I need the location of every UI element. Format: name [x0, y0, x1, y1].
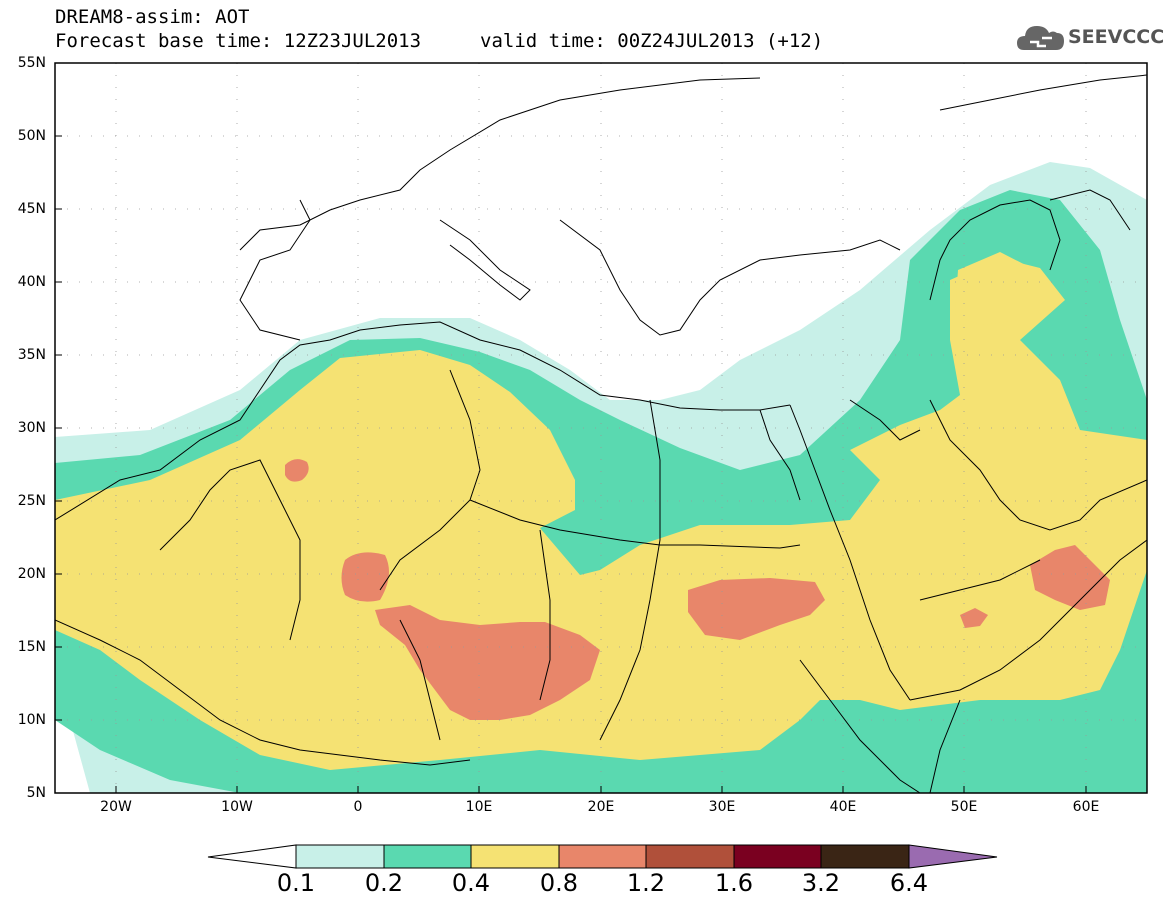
logo-text: SEEVCCC [1068, 26, 1165, 48]
lat-label: 45N [17, 201, 46, 217]
aot-band-0.8-f [960, 608, 988, 628]
colorbar-segment-7 [820, 844, 910, 869]
header-line-1: DREAM8-assim: AOT [55, 6, 250, 28]
aot-band-0.8-e [1030, 545, 1110, 610]
colorbar-low-arrow [207, 844, 297, 869]
colorbar-label: 0.4 [451, 869, 491, 897]
colorbar-label: 0.2 [364, 869, 404, 897]
lat-label: 55N [17, 55, 46, 71]
colorbar-label: 6.4 [889, 869, 929, 897]
lat-label: 10N [17, 712, 46, 728]
colorbar-segment-2 [383, 844, 472, 869]
colorbar-segment-5 [645, 844, 735, 869]
lat-label: 30N [17, 420, 46, 436]
aot-band-0.8-c [375, 605, 600, 720]
lat-label: 5N [26, 785, 46, 801]
colorbar-label: 0.1 [276, 869, 316, 897]
aot-band-0.8-d [688, 578, 825, 640]
lat-label: 50N [17, 128, 46, 144]
aot-band-0.8-b [341, 552, 389, 602]
lat-label: 20N [17, 566, 46, 582]
lon-label: 30E [708, 799, 736, 815]
lon-label: 0 [353, 799, 363, 815]
aot-band-0.8-a [285, 459, 309, 482]
lat-label: 35N [17, 347, 46, 363]
header-line-2: Forecast base time: 12Z23JUL2013 [55, 30, 422, 52]
lon-label: 10W [221, 799, 253, 815]
axis-ticks [55, 135, 1087, 793]
colorbar-segment-4 [558, 844, 647, 869]
colorbar-segment-6 [733, 844, 822, 869]
lon-label: 20W [100, 799, 132, 815]
lon-label: 50E [950, 799, 978, 815]
lon-label: 40E [829, 799, 857, 815]
colorbar-segment-3 [470, 844, 560, 869]
colorbar [207, 844, 998, 869]
colorbar-label: 1.6 [714, 869, 754, 897]
lat-label: 40N [17, 274, 46, 290]
aot-band-0.4-caspian [955, 252, 1062, 325]
lat-label: 25N [17, 493, 46, 509]
seevccc-logo: SEEVCCC [1016, 20, 1164, 56]
colorbar-label: 1.2 [626, 869, 666, 897]
cloud-icon [1017, 26, 1064, 50]
coastlines [55, 74, 1147, 793]
lat-label: 15N [17, 639, 46, 655]
lon-label: 60E [1072, 799, 1100, 815]
colorbar-label: 0.8 [539, 869, 579, 897]
lon-label: 10E [465, 799, 493, 815]
aot-band-0.4 [55, 258, 1147, 770]
valid-time: valid time: 00Z24JUL2013 (+12) [480, 30, 824, 52]
colorbar-segment-1 [295, 844, 385, 869]
colorbar-label: 3.2 [801, 869, 841, 897]
colorbar-high-arrow [908, 844, 998, 869]
aot-fields [55, 63, 1147, 793]
lon-label: 20E [587, 799, 615, 815]
